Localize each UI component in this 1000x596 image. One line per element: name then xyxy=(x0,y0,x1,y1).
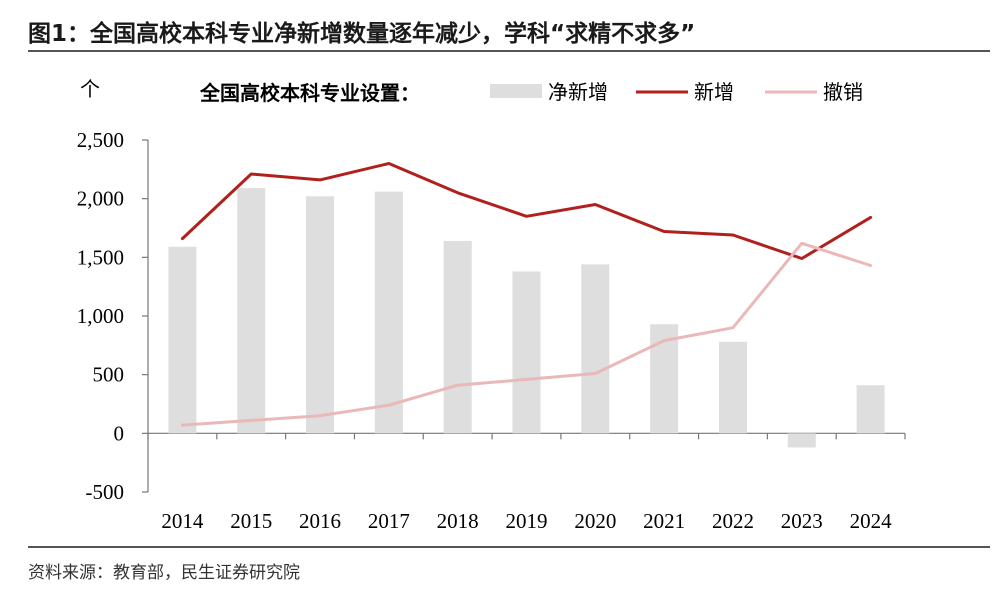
y-tick-label: 1,500 xyxy=(77,245,124,269)
bar-net-2014 xyxy=(168,246,197,434)
header-divider xyxy=(28,50,990,52)
x-tick-label: 2019 xyxy=(506,509,548,533)
bar-net-2020 xyxy=(581,264,610,434)
x-tick-label: 2023 xyxy=(781,509,823,533)
bar-net-2021 xyxy=(650,324,679,434)
axes xyxy=(142,139,906,493)
bar-net-2017 xyxy=(374,191,403,434)
source-note: 资料来源：教育部，民生证券研究院 xyxy=(28,563,300,583)
x-tick-labels: 2014 2015 2016 2017 2018 2019 2020 2021 2022 2023… xyxy=(161,509,892,533)
bar-net-2016 xyxy=(306,196,335,434)
x-tick-label: 2017 xyxy=(368,509,410,533)
x-tick-label: 2016 xyxy=(299,509,341,533)
y-tick-label: 0 xyxy=(114,421,125,445)
bar-net-2018 xyxy=(443,240,472,434)
legend: 净新增 新增 撤销 xyxy=(490,80,863,104)
x-tick-label: 2015 xyxy=(230,509,272,533)
bar-net-2022 xyxy=(718,341,747,434)
y-tick-label: 500 xyxy=(93,363,125,387)
bar-net-2015 xyxy=(237,188,266,434)
x-tick-label: 2018 xyxy=(437,509,479,533)
y-tick-label: -500 xyxy=(86,480,125,504)
y-unit-label: 个 xyxy=(80,77,100,101)
line-series-新增 xyxy=(180,162,873,260)
legend-label-净新增: 净新增 xyxy=(548,80,608,104)
chart-title: 图1：全国高校本科专业净新增数量逐年减少，学科“求精不求多” xyxy=(28,21,696,47)
x-tick-label: 2022 xyxy=(712,509,754,533)
bar-series xyxy=(168,188,885,448)
footer-divider xyxy=(28,546,990,548)
y-tick-label: 2,500 xyxy=(77,128,124,152)
bar-net-2019 xyxy=(512,271,541,434)
y-tick-labels: -500 0 500 1,000 1,500 2,000 2,500 xyxy=(77,128,124,504)
line-series xyxy=(180,162,873,427)
x-tick-label: 2024 xyxy=(850,509,893,533)
y-tick-label: 1,000 xyxy=(77,304,124,328)
bar-net-2024 xyxy=(856,385,885,434)
x-tick-label: 2020 xyxy=(574,509,616,533)
y-tick-label: 2,000 xyxy=(77,187,124,211)
legend-swatch-net xyxy=(490,84,542,98)
line-series-撤销 xyxy=(180,241,873,427)
chart: 个 全国高校本科专业设置： 净新增 新增 撤销 2014 2015 2016 2017 20… xyxy=(77,77,906,533)
legend-label-新增: 新增 xyxy=(694,80,734,104)
legend-title: 全国高校本科专业设置： xyxy=(199,81,420,105)
bar-net-2023 xyxy=(787,433,816,448)
legend-label-撤销: 撤销 xyxy=(823,80,863,104)
x-tick-label: 2014 xyxy=(161,509,204,533)
x-tick-label: 2021 xyxy=(643,509,685,533)
